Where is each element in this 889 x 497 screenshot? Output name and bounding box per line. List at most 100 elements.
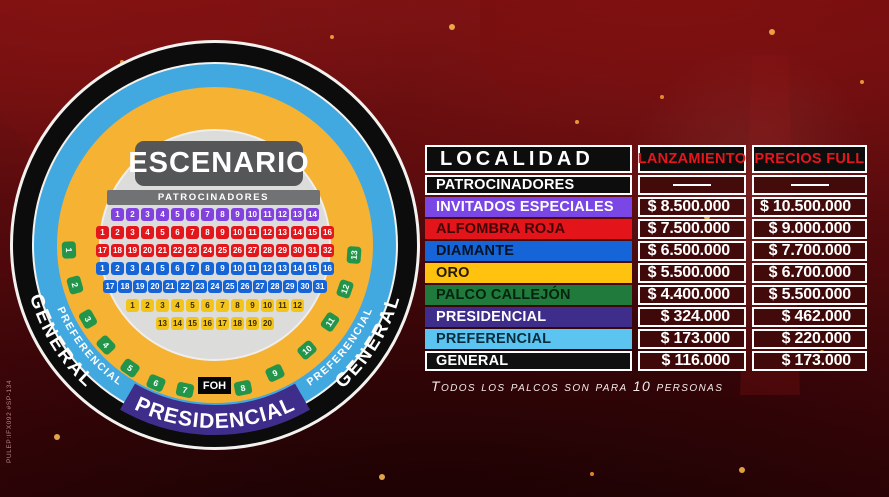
seat-diamante-6: 6 [170, 262, 185, 275]
foh-box: FOH [198, 377, 231, 394]
seat-diamante-19: 19 [133, 280, 147, 293]
seat-alfombra-roja-3: 3 [125, 226, 140, 239]
seat-alfombra-roja-16: 16 [320, 226, 335, 239]
seat-alfombra-roja-6: 6 [170, 226, 185, 239]
seat-alfombra-roja-25: 25 [215, 244, 230, 257]
seat-alfombra-roja-20: 20 [140, 244, 155, 257]
seat-row-alfombra-roja: 17 18 19 20 21 22 23 24 25 26 27 28 29 30 31 32 [10, 244, 420, 257]
seat-invitados-especiales-13: 13 [290, 208, 305, 221]
seat-alfombra-roja-5: 5 [155, 226, 170, 239]
row-name-diamante: DIAMANTE [425, 241, 632, 261]
seat-alfombra-roja-4: 4 [140, 226, 155, 239]
seat-alfombra-roja-24: 24 [200, 244, 215, 257]
row-name-invitados-especiales: INVITADOS ESPECIALES [425, 197, 632, 217]
seat-invitados-especiales-3: 3 [140, 208, 155, 221]
row-patrocinadores-lanzamiento [638, 175, 746, 195]
seat-alfombra-roja-14: 14 [290, 226, 305, 239]
row-general-lanzamiento: $ 116.000 [638, 351, 746, 371]
general-label-left: GENERAL [25, 291, 99, 392]
seat-invitados-especiales-11: 11 [260, 208, 275, 221]
row-alfombra-roja-lanzamiento: $ 7.500.000 [638, 219, 746, 239]
seat-row-alfombra-roja: 1 2 3 4 5 6 7 8 9 10 11 12 13 14 15 16 [10, 226, 420, 239]
seat-row-oro: 1 2 3 4 5 6 7 8 9 10 11 12 [10, 299, 420, 312]
seat-alfombra-roja-7: 7 [185, 226, 200, 239]
seat-diamante-18: 18 [118, 280, 132, 293]
seat-oro-1: 1 [125, 299, 140, 312]
seat-oro-7: 7 [215, 299, 230, 312]
seat-alfombra-roja-29: 29 [275, 244, 290, 257]
row-name-oro: ORO [425, 263, 632, 283]
seat-diamante-5: 5 [155, 262, 170, 275]
seat-invitados-especiales-4: 4 [155, 208, 170, 221]
seat-alfombra-roja-23: 23 [185, 244, 200, 257]
row-patrocinadores-precio-full [752, 175, 867, 195]
seat-diamante-2: 2 [110, 262, 125, 275]
sponsors-bar: PATROCINADORES [107, 190, 320, 205]
seat-diamante-21: 21 [163, 280, 177, 293]
seat-diamante-1: 1 [95, 262, 110, 275]
seat-diamante-30: 30 [298, 280, 312, 293]
background-skyline [480, 0, 889, 160]
seat-row-invitados-especiales: 1 2 3 4 5 6 7 8 9 10 11 12 13 14 [10, 208, 420, 221]
seat-invitados-especiales-6: 6 [185, 208, 200, 221]
row-name-palco-callejo-n: PALCO CALLEJÓN [425, 285, 632, 305]
seat-invitados-especiales-10: 10 [245, 208, 260, 221]
row-oro-precio-full: $ 6.700.000 [752, 263, 867, 283]
seat-diamante-7: 7 [185, 262, 200, 275]
seat-diamante-22: 22 [178, 280, 192, 293]
seat-alfombra-roja-18: 18 [110, 244, 125, 257]
seat-alfombra-roja-22: 22 [170, 244, 185, 257]
header-localidad: LOCALIDAD [425, 145, 632, 173]
seat-oro-3: 3 [155, 299, 170, 312]
seat-diamante-26: 26 [238, 280, 252, 293]
row-name-preferencial: PREFERENCIAL [425, 329, 632, 349]
seat-oro-5: 5 [185, 299, 200, 312]
row-alfombra-roja-precio-full: $ 9.000.000 [752, 219, 867, 239]
seat-alfombra-roja-11: 11 [245, 226, 260, 239]
seat-alfombra-roja-21: 21 [155, 244, 170, 257]
palcos-footnote: Todos los palcos son para 10 personas [431, 378, 724, 394]
seat-alfombra-roja-13: 13 [275, 226, 290, 239]
seat-diamante-12: 12 [260, 262, 275, 275]
seat-oro-20: 20 [260, 317, 275, 330]
seat-invitados-especiales-12: 12 [275, 208, 290, 221]
row-diamante-precio-full: $ 7.700.000 [752, 241, 867, 261]
seat-invitados-especiales-1: 1 [110, 208, 125, 221]
seat-oro-9: 9 [245, 299, 260, 312]
seat-alfombra-roja-31: 31 [305, 244, 320, 257]
seat-diamante-15: 15 [305, 262, 320, 275]
dash [673, 184, 711, 186]
seat-row-oro: 13 14 15 16 17 18 19 20 [10, 317, 420, 330]
seat-diamante-16: 16 [320, 262, 335, 275]
seat-oro-14: 14 [170, 317, 185, 330]
row-presidencial-precio-full: $ 462.000 [752, 307, 867, 327]
row-preferencial-precio-full: $ 220.000 [752, 329, 867, 349]
stage-label-box: ESCENARIO [128, 141, 309, 186]
seat-oro-11: 11 [275, 299, 290, 312]
seat-alfombra-roja-26: 26 [230, 244, 245, 257]
seat-alfombra-roja-27: 27 [245, 244, 260, 257]
seat-diamante-8: 8 [200, 262, 215, 275]
seat-alfombra-roja-9: 9 [215, 226, 230, 239]
curved-labels: GENERAL GENERAL PREFERENCIAL PREFERENCIA… [25, 291, 402, 435]
seat-oro-13: 13 [155, 317, 170, 330]
row-name-general: GENERAL [425, 351, 632, 371]
seat-oro-8: 8 [230, 299, 245, 312]
seat-diamante-20: 20 [148, 280, 162, 293]
seat-diamante-9: 9 [215, 262, 230, 275]
seat-diamante-28: 28 [268, 280, 282, 293]
seat-alfombra-roja-15: 15 [305, 226, 320, 239]
seat-alfombra-roja-32: 32 [320, 244, 335, 257]
seat-alfombra-roja-10: 10 [230, 226, 245, 239]
seat-alfombra-roja-30: 30 [290, 244, 305, 257]
seat-diamante-29: 29 [283, 280, 297, 293]
seat-oro-4: 4 [170, 299, 185, 312]
seat-oro-19: 19 [245, 317, 260, 330]
row-name-alfombra-roja: ALFOMBRA ROJA [425, 219, 632, 239]
row-diamante-lanzamiento: $ 6.500.000 [638, 241, 746, 261]
row-presidencial-lanzamiento: $ 324.000 [638, 307, 746, 327]
row-general-precio-full: $ 173.000 [752, 351, 867, 371]
seat-diamante-10: 10 [230, 262, 245, 275]
seat-alfombra-roja-28: 28 [260, 244, 275, 257]
